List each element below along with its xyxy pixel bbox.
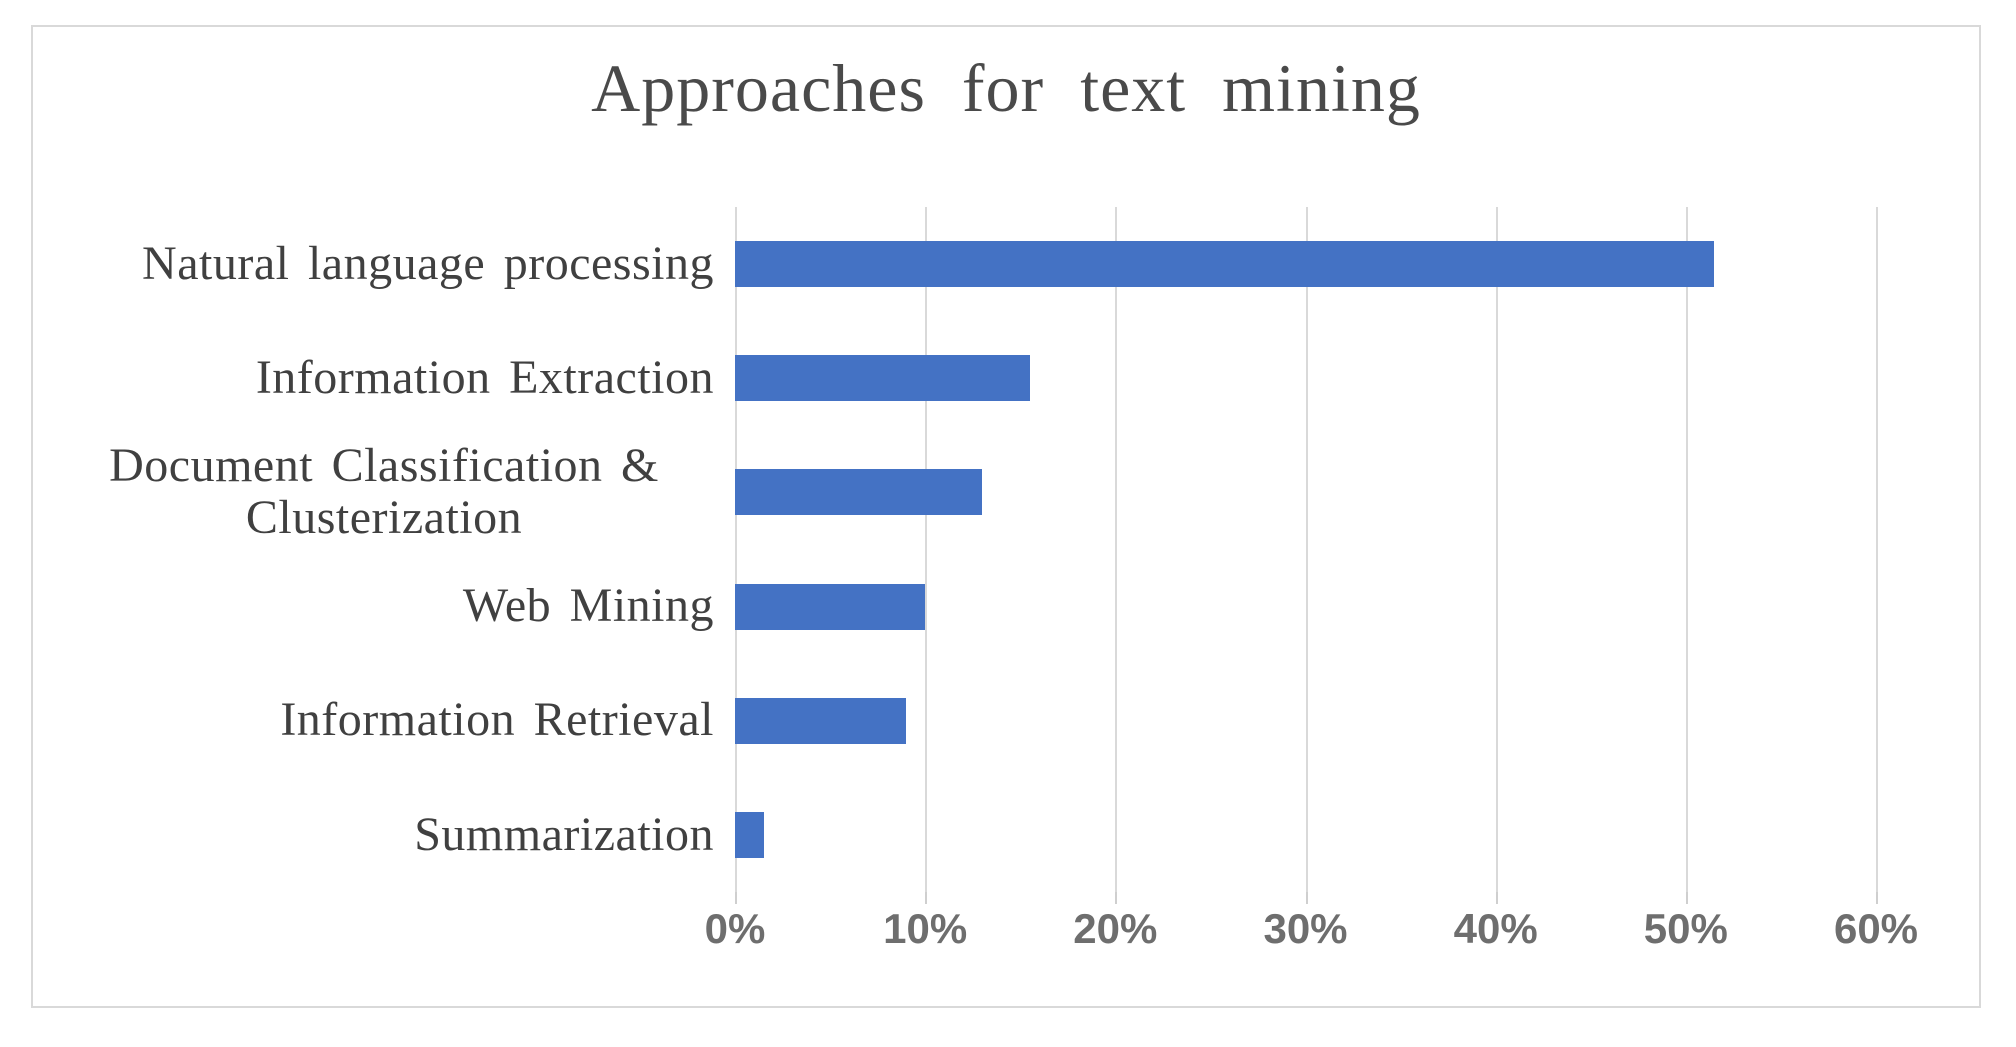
gridline-20pct [1115, 207, 1118, 904]
plot-area [735, 207, 1878, 904]
axis-tick-label: 10% [883, 905, 968, 952]
axis-tick-label: 20% [1073, 905, 1158, 952]
bar-natural-language-processing [735, 241, 1715, 288]
category-label-row: Summarization [33, 778, 714, 892]
bar-row [735, 435, 1876, 549]
bar-document-classification-clusterization [735, 469, 983, 516]
chart-frame: Approaches for text mining Natural langu… [31, 25, 1981, 1008]
bar-web-mining [735, 583, 926, 630]
bar-row [735, 207, 1876, 321]
bar-information-extraction [735, 355, 1030, 402]
axis-tick-label: 60% [1833, 905, 1919, 952]
bar-row [735, 778, 1876, 892]
bar-information-retrieval [735, 697, 907, 744]
bar-row [735, 321, 1876, 435]
gridline-0pct [735, 207, 737, 904]
gridline-60pct [1876, 207, 1878, 904]
gridline-30pct [1305, 207, 1308, 904]
value-axis: 0% 10% 20% 30% 40% 50% 60% [705, 905, 1918, 965]
gridline-40pct [1495, 207, 1498, 904]
axis-tick-label: 30% [1263, 905, 1348, 952]
category-label: Information Retrieval [280, 693, 714, 747]
chart-title: Approaches for text mining [591, 50, 1421, 126]
category-label-row: Information Retrieval [33, 664, 714, 778]
category-label: Document Classification & Clusterization [109, 438, 659, 545]
axis-tick [735, 892, 737, 904]
axis-tick [1685, 892, 1688, 904]
bar-series [735, 207, 1876, 892]
category-label: Natural language processing [142, 236, 714, 290]
bar-summarization [735, 811, 764, 858]
category-label-row: Document Classification & Clusterization [33, 435, 714, 549]
axis-tick-label: 50% [1643, 905, 1728, 952]
bar-row [735, 550, 1876, 664]
axis-tick-label: 0% [704, 905, 766, 952]
category-label: Web Mining [462, 579, 714, 633]
axis-tick [1876, 892, 1878, 904]
axis-tick [1305, 892, 1308, 904]
axis-tick [1495, 892, 1498, 904]
bar-row [735, 664, 1876, 778]
category-label-row: Web Mining [33, 550, 714, 664]
gridline-10pct [925, 207, 928, 904]
category-label: Information Extraction [255, 350, 714, 404]
category-axis: Natural language processing Information … [33, 207, 714, 892]
category-label-row: Information Extraction [33, 321, 714, 435]
gridline-50pct [1685, 207, 1688, 904]
axis-tick-label: 40% [1453, 905, 1538, 952]
axis-tick [925, 892, 928, 904]
category-label-row: Natural language processing [33, 207, 714, 321]
category-label: Summarization [414, 807, 714, 861]
axis-tick [1115, 892, 1118, 904]
